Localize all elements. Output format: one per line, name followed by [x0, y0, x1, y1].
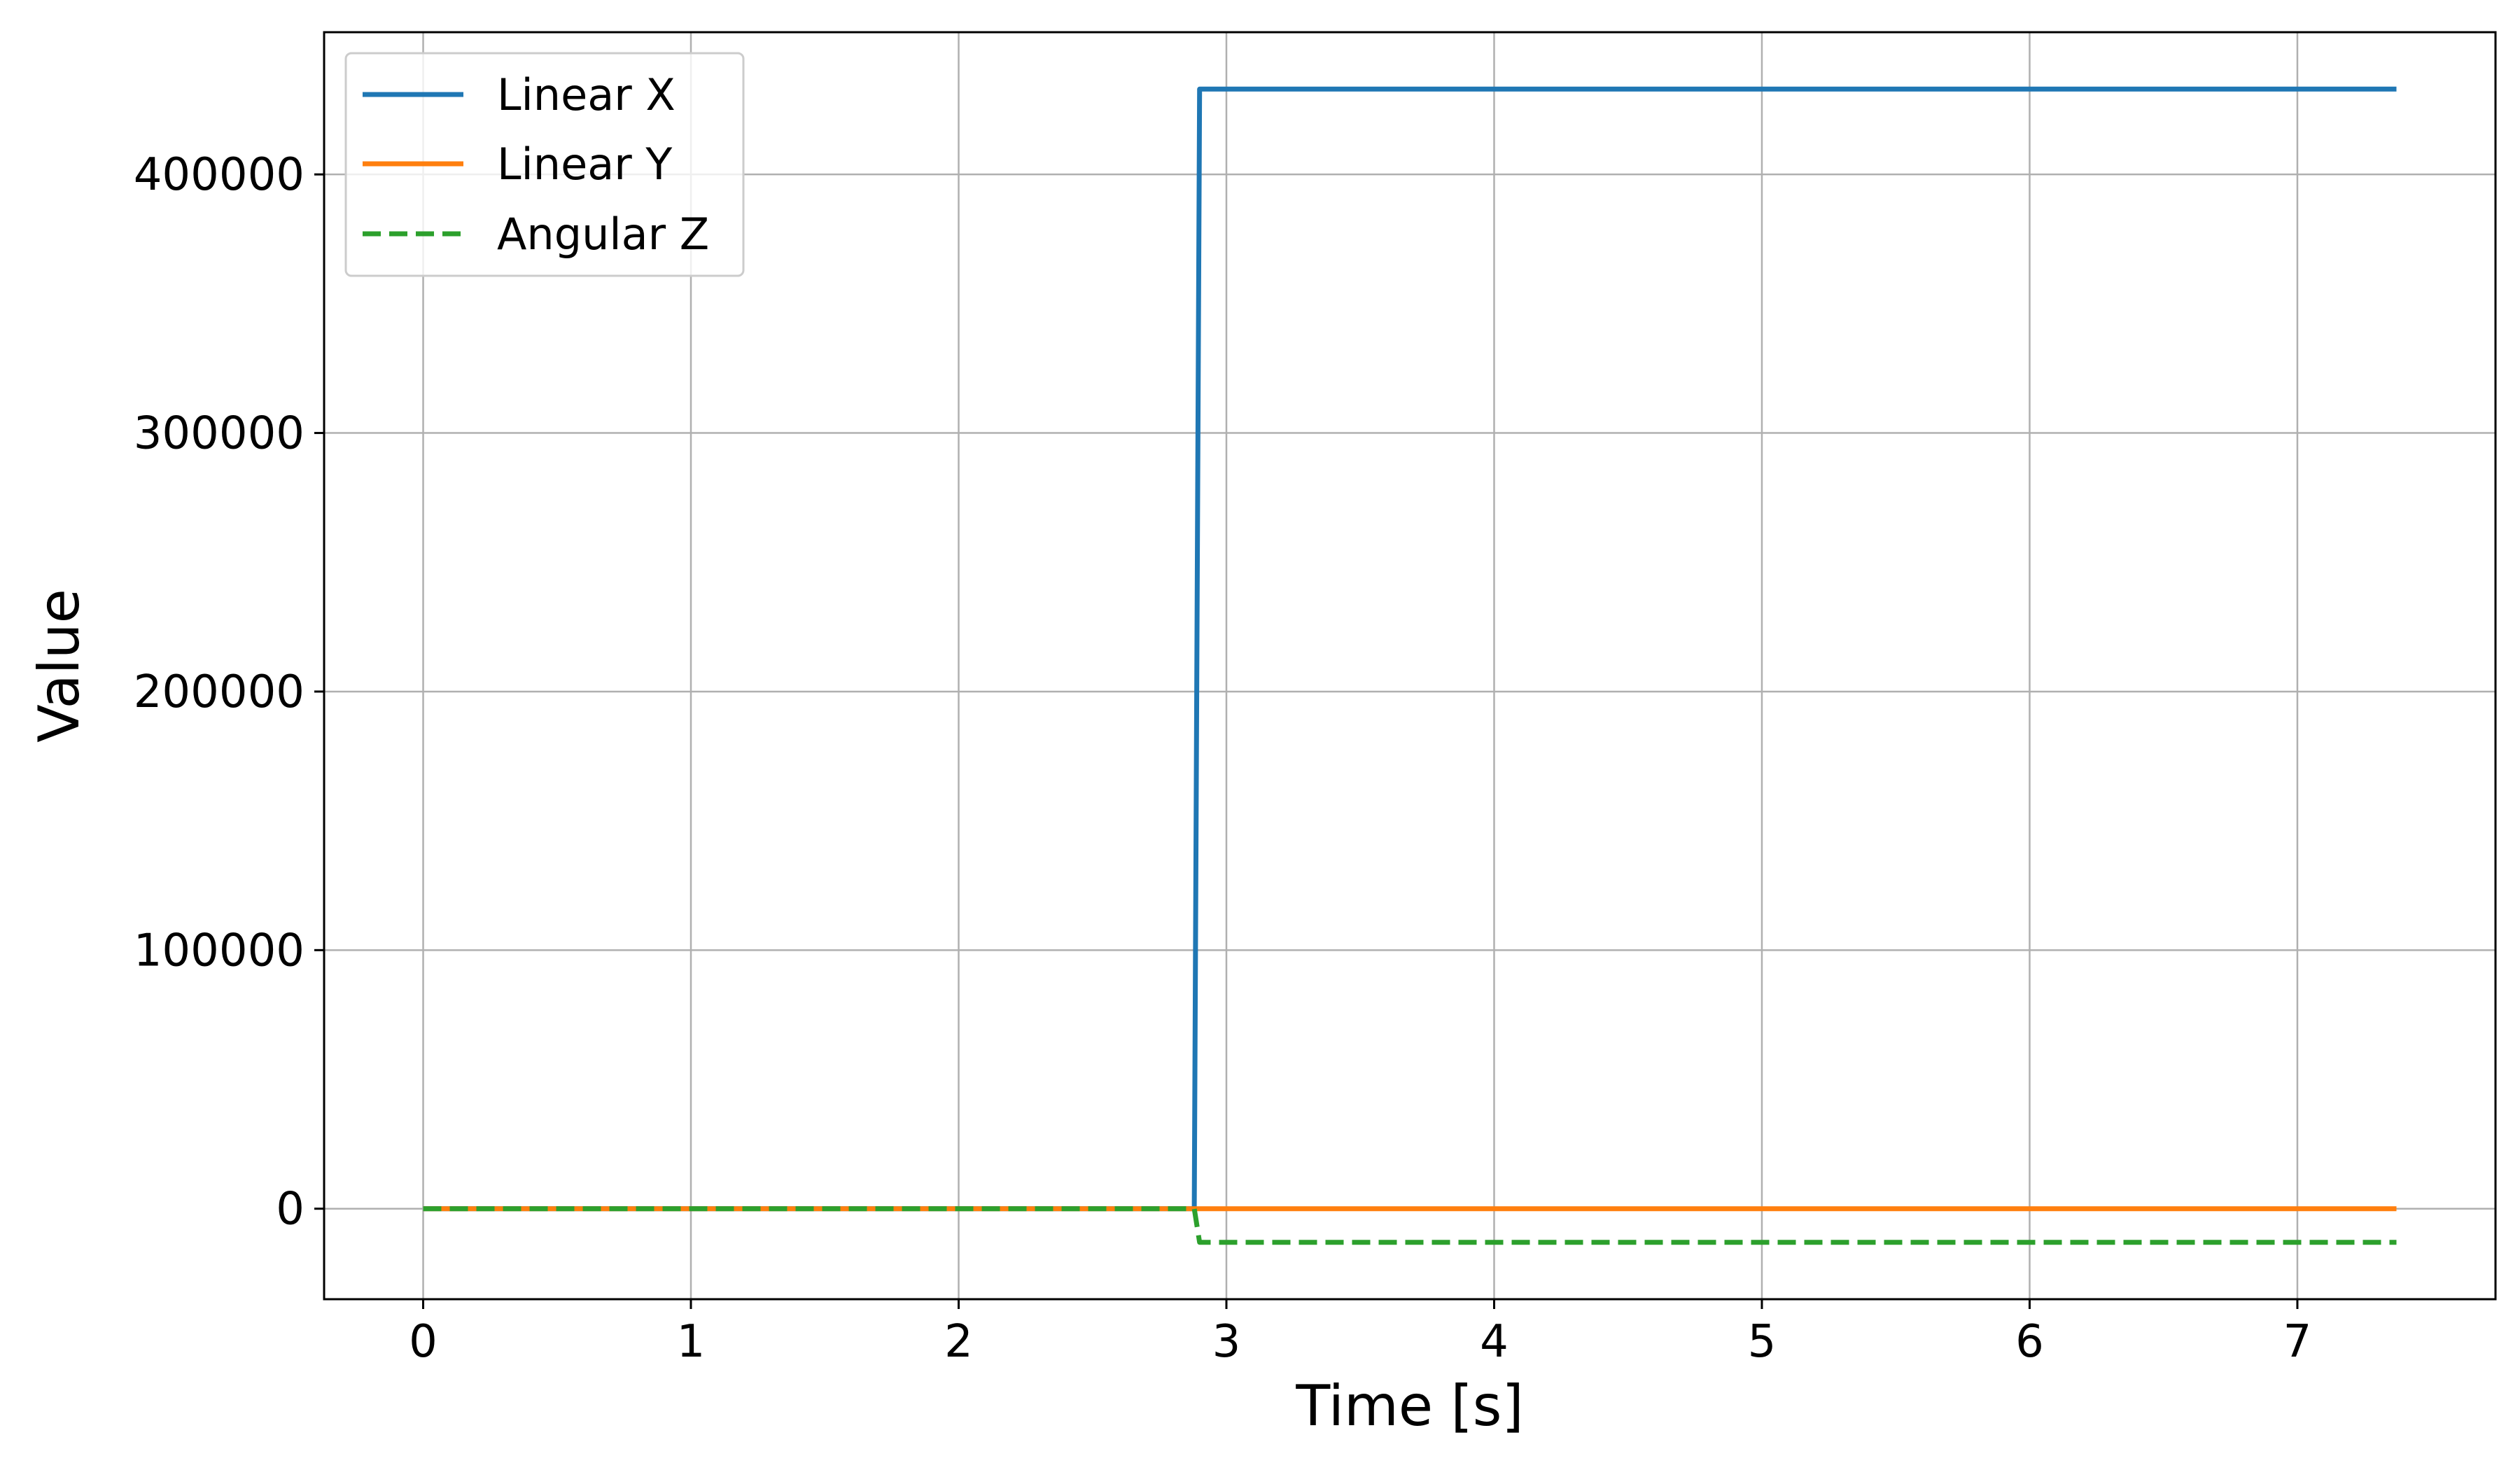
legend-entry-angular-z: Angular Z — [497, 209, 709, 260]
legend-box — [344, 52, 745, 277]
y-tick-label: 100000 — [134, 925, 304, 976]
x-tick-label: 1 — [677, 1316, 706, 1368]
legend-entry-linear-y: Linear Y — [497, 139, 672, 190]
x-tick-label: 5 — [1748, 1316, 1777, 1368]
y-tick-label: 300000 — [134, 408, 304, 460]
y-tick-label: 200000 — [134, 666, 304, 718]
x-axis-label: Time [s] — [1295, 1373, 1523, 1438]
series-line-angular-z — [423, 1206, 2397, 1245]
x-tick-label: 2 — [944, 1316, 973, 1368]
x-tick-label: 3 — [1212, 1316, 1241, 1368]
axis-ticks: 0 1 2 3 4 5 6 7 0 100000 200000 300000 400000 — [134, 149, 2312, 1368]
y-tick-label: 400000 — [134, 149, 304, 201]
plot-frame — [323, 31, 2497, 1301]
x-tick-label: 0 — [409, 1316, 438, 1368]
x-tick-label: 7 — [2283, 1316, 2312, 1368]
legend: Linear X Linear Y Angular Z — [344, 52, 745, 277]
x-tick-label: 4 — [1480, 1316, 1508, 1368]
legend-entry-linear-x: Linear X — [497, 69, 676, 120]
y-axis-label: Value — [27, 589, 92, 743]
x-tick-label: 6 — [2015, 1316, 2044, 1368]
y-tick-label: 0 — [276, 1184, 304, 1236]
series-lines — [423, 86, 2397, 1245]
